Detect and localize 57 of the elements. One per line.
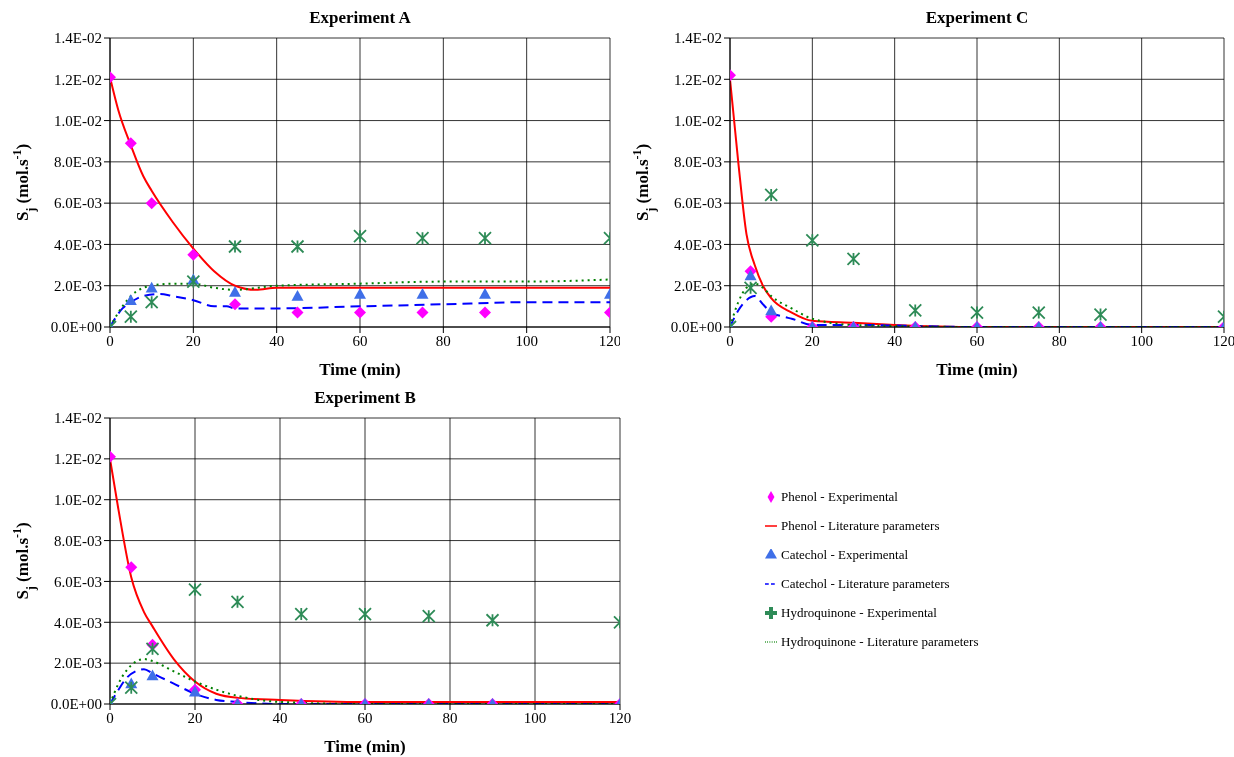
y-tick-label: 2.0E-03: [54, 655, 102, 672]
x-tick-label: 20: [187, 709, 203, 726]
x-tick-label: 0: [726, 332, 734, 349]
y-tick-label: 4.0E-03: [674, 236, 722, 253]
x-tick-label: 120: [598, 332, 622, 349]
x-axis-title: Time (min): [324, 737, 406, 756]
x-tick-label: 40: [272, 709, 288, 726]
legend-label: Catechol - Experimental: [781, 546, 909, 562]
y-tick-label: 8.0E-03: [54, 154, 102, 171]
y-tick-label: 1.4E-02: [674, 30, 722, 47]
y-tick-label: 1.4E-02: [54, 410, 102, 427]
x-tick-label: 120: [608, 709, 632, 726]
legend-label: Phenol - Experimental: [781, 488, 898, 504]
x-tick-label: 100: [515, 332, 538, 349]
x-axis-title: Time (min): [319, 360, 401, 379]
y-tick-label: 8.0E-03: [54, 532, 102, 549]
y-tick-label: 0.0E+00: [670, 319, 722, 336]
y-tick-label: 8.0E-03: [674, 154, 722, 171]
x-tick-label: 20: [804, 332, 820, 349]
y-tick-label: 2.0E-03: [674, 278, 722, 295]
x-tick-label: 120: [1212, 332, 1234, 349]
y-tick-label: 1.0E-02: [674, 112, 722, 129]
y-tick-label: 1.2E-02: [54, 71, 102, 88]
y-tick-label: 1.4E-02: [54, 30, 102, 47]
x-tick-label: 0: [106, 332, 114, 349]
legend-label: Phenol - Literature parameters: [781, 517, 940, 533]
chart-title: Experiment B: [313, 388, 417, 408]
x-tick-label: 60: [352, 332, 368, 349]
x-tick-label: 40: [887, 332, 903, 349]
y-tick-label: 4.0E-03: [54, 614, 102, 631]
legend-label: Hydroquinone - Literature parameters: [781, 633, 979, 649]
x-tick-label: 80: [1051, 332, 1067, 349]
x-tick-label: 40: [269, 332, 285, 349]
x-tick-label: 60: [969, 332, 985, 349]
chart-title: Experiment C: [924, 8, 1030, 28]
y-tick-label: 0.0E+00: [50, 696, 102, 713]
y-tick-label: 6.0E-03: [54, 195, 102, 212]
legend-label: Catechol - Literature parameters: [781, 575, 950, 591]
y-tick-label: 4.0E-03: [54, 236, 102, 253]
legend-label: Hydroquinone - Experimental: [781, 604, 937, 620]
y-tick-label: 0.0E+00: [50, 319, 102, 336]
y-tick-label: 1.2E-02: [674, 71, 722, 88]
x-tick-label: 100: [523, 709, 547, 726]
x-tick-label: 80: [435, 332, 451, 349]
x-tick-label: 80: [442, 709, 458, 726]
x-axis-title: Time (min): [936, 360, 1018, 379]
x-tick-label: 60: [357, 709, 373, 726]
y-tick-label: 1.0E-02: [54, 492, 102, 509]
x-tick-label: 0: [106, 709, 114, 726]
y-tick-label: 6.0E-03: [674, 195, 722, 212]
x-tick-label: 100: [1130, 332, 1153, 349]
chart-title: Experiment A: [308, 8, 412, 28]
y-tick-label: 6.0E-03: [54, 573, 102, 590]
y-tick-label: 1.0E-02: [54, 112, 102, 129]
y-tick-label: 1.2E-02: [54, 451, 102, 468]
y-tick-label: 2.0E-03: [54, 278, 102, 295]
x-tick-label: 20: [185, 332, 201, 349]
